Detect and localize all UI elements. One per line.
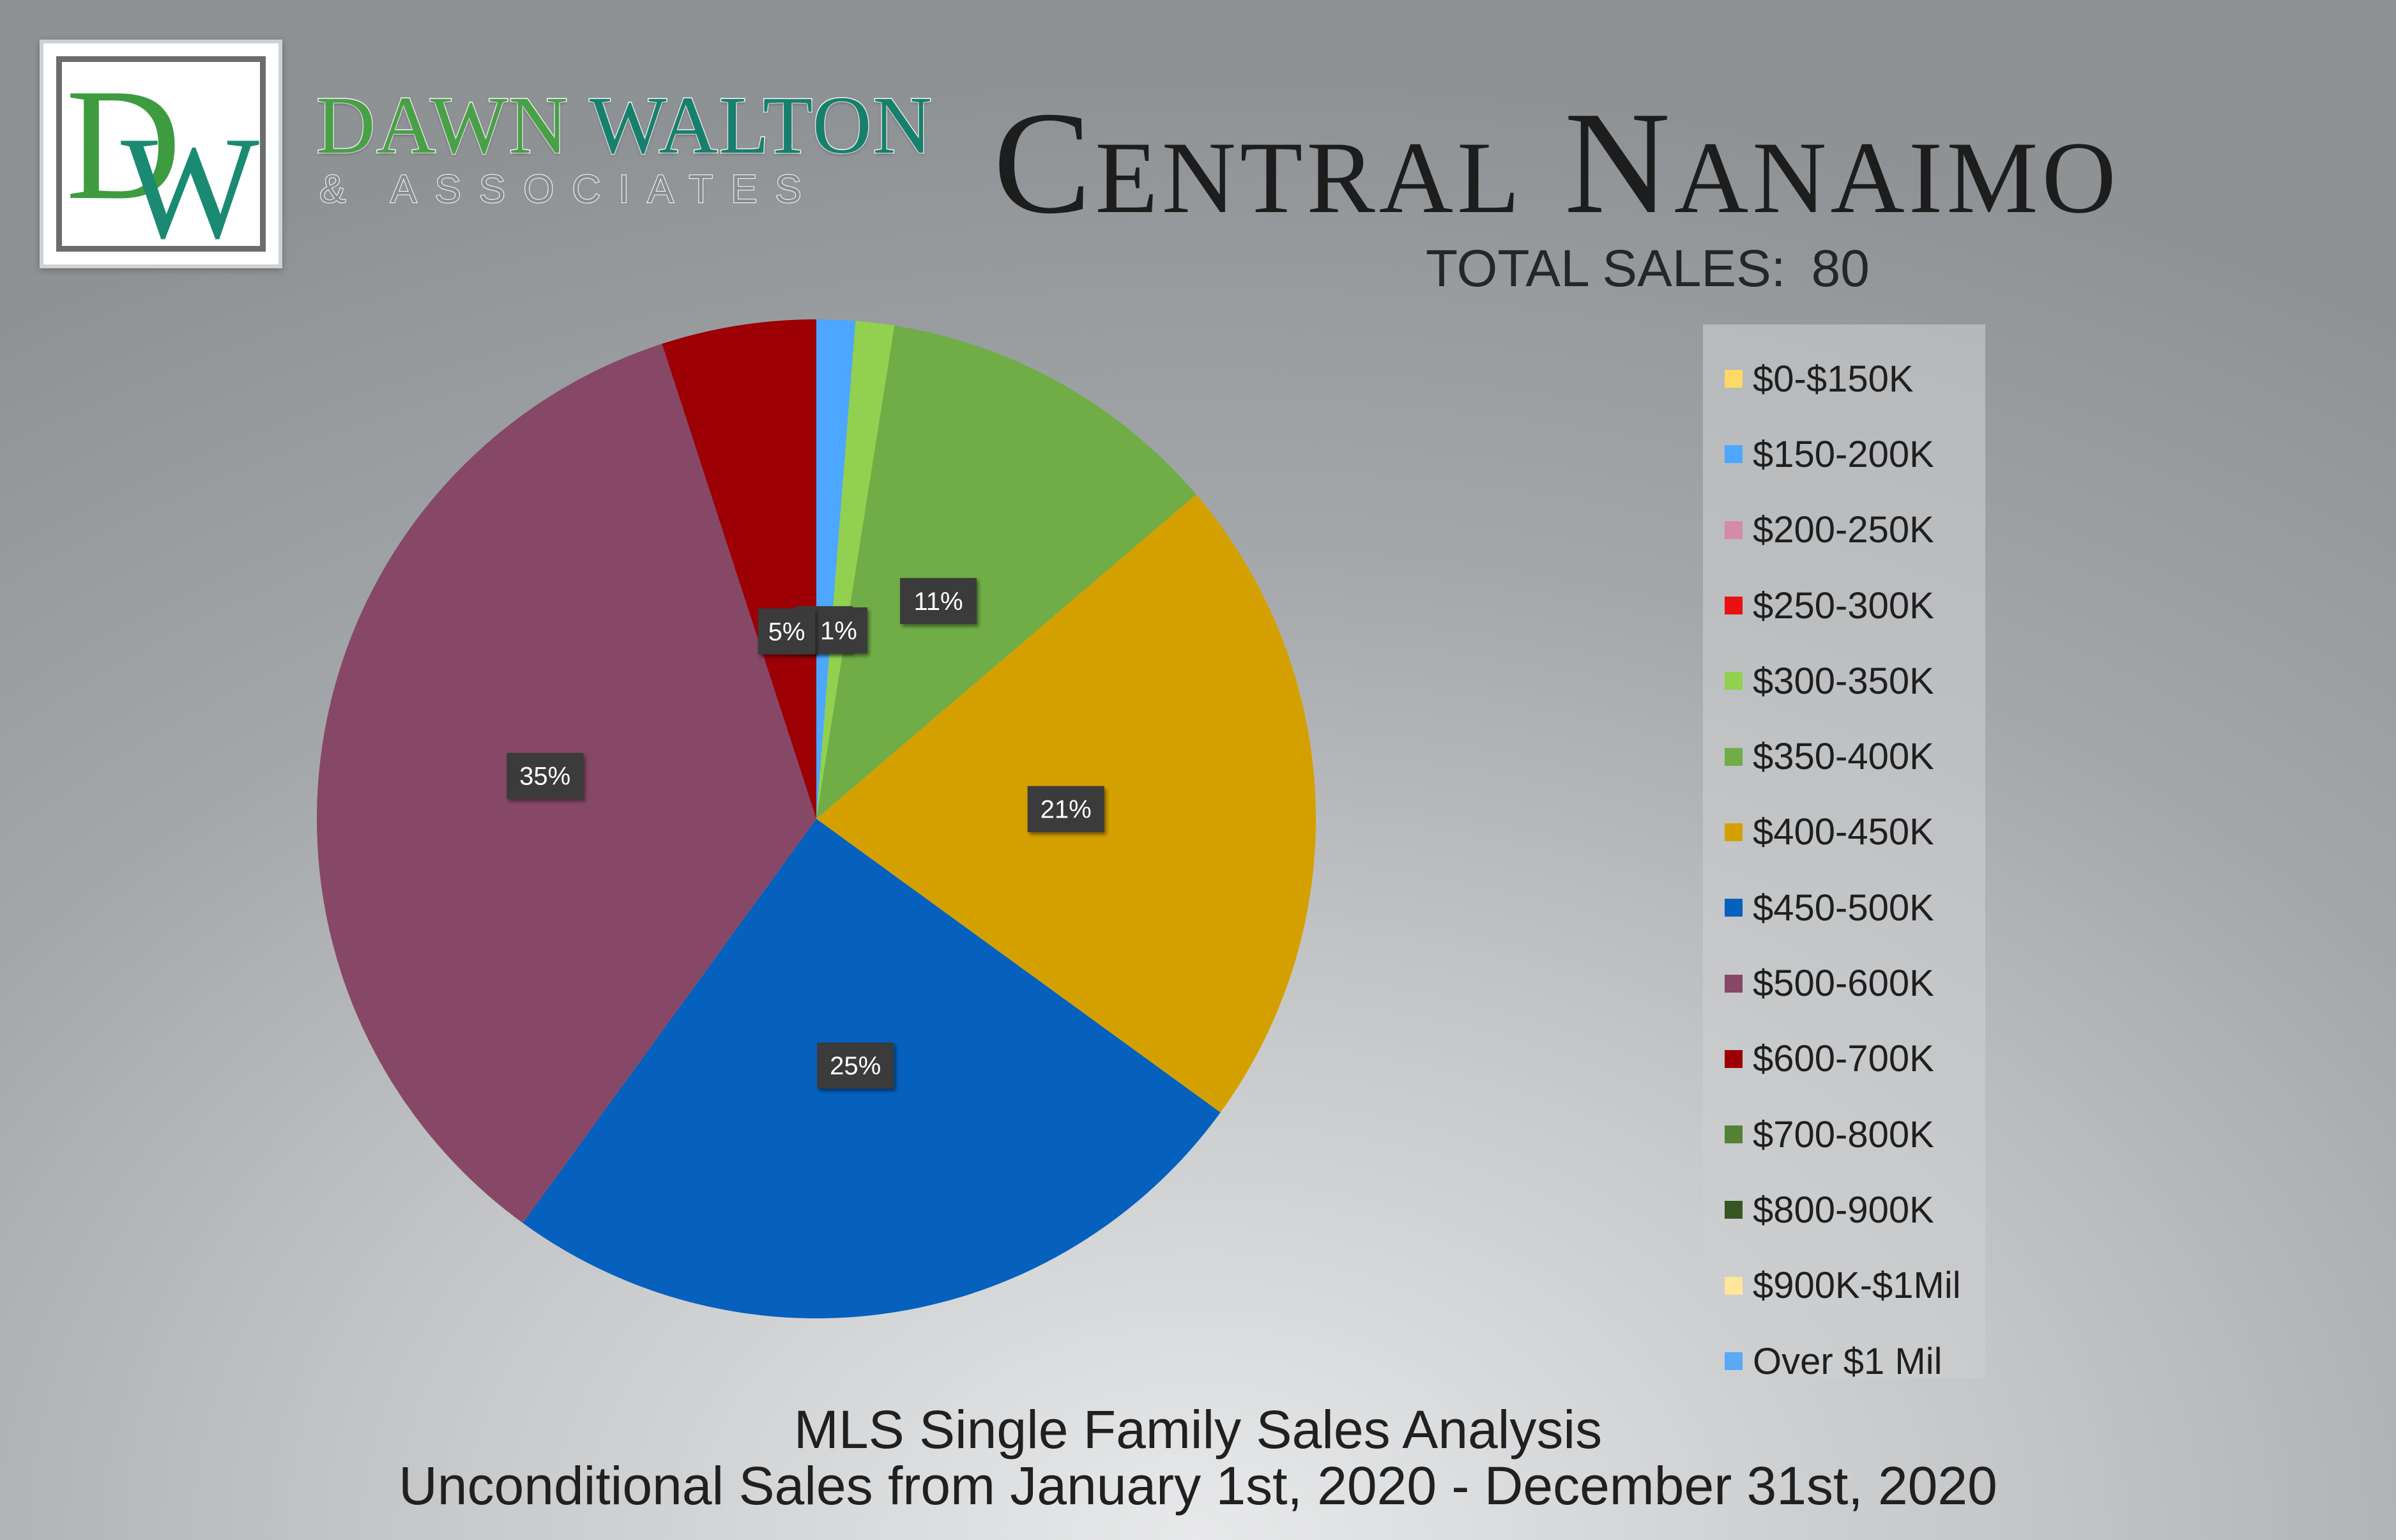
- footer-date-range: Unconditional Sales from January 1st, 20…: [399, 1456, 1997, 1516]
- legend-label: $200-250K: [1753, 509, 1934, 551]
- total-sales-label: TOTAL SALES:: [1426, 240, 1786, 298]
- legend-swatch: [1725, 445, 1743, 464]
- legend-label: $500-600K: [1753, 963, 1934, 1005]
- data-label: 5%: [758, 608, 816, 655]
- legend-label: $300-350K: [1753, 660, 1934, 702]
- data-label: 35%: [507, 752, 584, 799]
- data-label: 1%: [809, 607, 867, 653]
- legend-item: $600-700K: [1703, 1021, 1985, 1097]
- brand-name-last: WALTON: [588, 80, 933, 171]
- data-label: 25%: [817, 1042, 894, 1089]
- legend-item: $700-800K: [1703, 1097, 1985, 1172]
- brand-subtitle: & ASSOCIATES: [319, 167, 820, 211]
- legend-label: $600-700K: [1753, 1038, 1934, 1080]
- chart-legend: $0-$150K $150-200K $200-250K $250-300K $300-…: [1703, 324, 1985, 1382]
- legend-swatch: [1725, 1049, 1743, 1068]
- pie-slice-600-700k: [662, 319, 816, 819]
- pie-slice-300-350k: [816, 321, 895, 819]
- pie-slice-350-400k: [816, 325, 1196, 820]
- data-label-box: [758, 608, 816, 655]
- data-label-text: 35%: [519, 763, 570, 791]
- pie-slice-150-200k: [816, 319, 856, 819]
- data-label-text: 25%: [830, 1052, 881, 1080]
- data-label: 21%: [1027, 786, 1104, 832]
- logo-letter-d: D: [66, 56, 181, 233]
- legend-swatch: [1725, 672, 1743, 690]
- legend-swatch: [1725, 1201, 1743, 1219]
- page-title: Central Nanaimo: [993, 81, 2120, 244]
- legend-swatch: [1725, 597, 1743, 615]
- data-label-box: [507, 752, 584, 799]
- legend-item: $450-500K: [1703, 870, 1985, 945]
- data-label-box: [900, 577, 977, 624]
- legend-item: $150-200K: [1703, 416, 1985, 492]
- legend-item: $500-600K: [1703, 945, 1985, 1021]
- legend-swatch: [1725, 974, 1743, 993]
- data-label: 11%: [900, 577, 977, 624]
- logo-frame: D W: [56, 56, 266, 252]
- data-label-box: [817, 1042, 894, 1089]
- footer-title: MLS Single Family Sales Analysis: [793, 1399, 1603, 1460]
- legend-label: Over $1 Mil: [1753, 1340, 1942, 1382]
- legend-swatch: [1725, 899, 1743, 917]
- total-sales-value: 80: [1811, 240, 1870, 298]
- legend-label: $900K-$1Mil: [1753, 1265, 1961, 1307]
- legend-label: $250-300K: [1753, 584, 1934, 627]
- data-label-text: 5%: [768, 618, 805, 646]
- legend-label: $800-900K: [1753, 1189, 1934, 1231]
- legend-swatch: [1725, 823, 1743, 841]
- legend-swatch: [1725, 370, 1743, 388]
- legend-item: $800-900K: [1703, 1172, 1985, 1247]
- legend-item: $300-350K: [1703, 643, 1985, 719]
- legend-swatch: [1725, 1125, 1743, 1144]
- legend-item: $400-450K: [1703, 795, 1985, 870]
- legend-swatch: [1725, 747, 1743, 766]
- data-label-text: 1%: [820, 617, 857, 645]
- legend-label: $350-400K: [1753, 736, 1934, 778]
- legend-item: $0-$150K: [1703, 341, 1985, 416]
- data-label-box: [809, 607, 867, 653]
- legend-swatch: [1725, 521, 1743, 539]
- data-label-text: 11%: [914, 588, 963, 616]
- legend-item: $900K-$1Mil: [1703, 1248, 1985, 1323]
- legend-item: Over $1 Mil: [1703, 1323, 1985, 1399]
- legend-label: $450-500K: [1753, 887, 1934, 929]
- legend-item: $250-300K: [1703, 568, 1985, 643]
- legend-item: $350-400K: [1703, 719, 1985, 794]
- brand-name-first: DAWN: [316, 80, 569, 171]
- brand-name: DAWN WALTON: [316, 84, 933, 167]
- total-sales: TOTAL SALES: 80: [1426, 243, 1870, 295]
- legend-label: $150-200K: [1753, 433, 1934, 475]
- legend-swatch: [1725, 1352, 1743, 1370]
- legend-label: $700-800K: [1753, 1113, 1934, 1155]
- legend-swatch: [1725, 1276, 1743, 1295]
- data-label-box: [1027, 786, 1104, 832]
- logo: D W: [40, 40, 282, 268]
- legend-label: $400-450K: [1753, 811, 1934, 853]
- data-label-text: 21%: [1041, 796, 1092, 824]
- logo-letter-w: W: [121, 106, 260, 252]
- legend-label: $0-$150K: [1753, 358, 1914, 400]
- legend-item: $200-250K: [1703, 492, 1985, 568]
